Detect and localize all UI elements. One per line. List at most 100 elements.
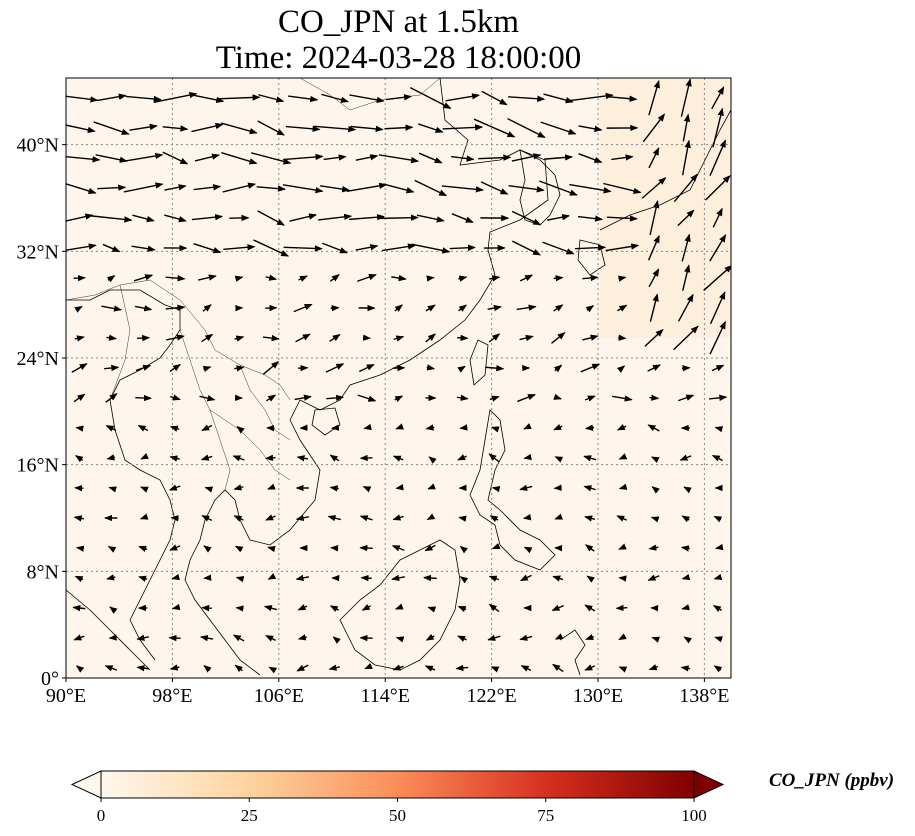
wind-arrow — [395, 423, 404, 430]
wind-arrow — [318, 213, 353, 221]
wind-arrow — [648, 664, 659, 671]
wind-arrow — [137, 424, 149, 432]
wind-arrow — [71, 363, 88, 373]
wind-arrow — [191, 122, 224, 133]
wind-arrow — [198, 274, 217, 281]
wind-arrow — [544, 154, 574, 161]
wind-arrow — [349, 213, 386, 221]
lon-tick-label: 122°E — [466, 685, 516, 707]
wind-arrow — [355, 244, 379, 251]
wind-arrow — [218, 94, 261, 101]
wind-arrow — [416, 214, 445, 223]
wind-arrow — [391, 574, 405, 582]
wind-arrow — [523, 546, 533, 554]
wind-arrow — [257, 120, 285, 136]
wind-arrow — [582, 334, 599, 341]
wind-arrow — [711, 454, 723, 462]
wind-arrow — [618, 575, 627, 582]
wind-arrow — [551, 332, 566, 344]
wind-arrow — [95, 154, 128, 163]
wind-arrow — [488, 453, 500, 463]
wind-arrow — [193, 242, 222, 254]
wind-arrow — [232, 455, 245, 462]
colorbar-tick-label: 100 — [681, 806, 707, 825]
wind-arrow — [519, 274, 534, 282]
wind-arrow — [679, 454, 692, 461]
wind-arrow — [201, 604, 212, 612]
wind-arrow — [289, 213, 317, 222]
wind-arrow — [680, 78, 692, 117]
wind-arrow — [153, 91, 198, 104]
wind-arrow — [106, 574, 116, 581]
wind-arrow — [519, 574, 532, 582]
wind-arrow — [104, 665, 118, 672]
wind-arrow — [554, 633, 564, 640]
wind-arrow — [134, 305, 153, 312]
wind-arrow — [355, 154, 379, 161]
wind-arrow — [682, 113, 691, 142]
wind-arrow — [553, 484, 562, 491]
wind-arrow — [168, 484, 181, 491]
wind-arrow — [547, 214, 571, 221]
wind-arrow — [411, 243, 451, 254]
wind-arrow — [329, 454, 340, 462]
wind-arrow — [445, 93, 481, 102]
wind-arrow — [101, 305, 123, 312]
wind-arrow — [104, 364, 120, 372]
wind-arrow — [489, 515, 499, 523]
wind-arrow — [409, 86, 452, 110]
wind-arrow — [107, 545, 117, 553]
map-gridlines — [66, 78, 731, 678]
wind-arrow — [584, 515, 596, 522]
wind-arrow — [203, 545, 212, 553]
wind-arrow — [584, 544, 595, 552]
wind-arrow — [648, 268, 660, 288]
wind-arrow — [220, 122, 258, 135]
wind-arrow — [66, 95, 99, 103]
colorbar-tick-label: 50 — [389, 806, 406, 825]
colorbar-gradient — [100, 770, 695, 799]
wind-arrow — [681, 573, 691, 581]
wind-arrow — [458, 275, 468, 282]
lon-tick-label: 130°E — [573, 685, 623, 707]
wind-arrow — [385, 94, 412, 101]
wind-arrow — [569, 183, 612, 194]
wind-arrow — [585, 634, 595, 641]
wind-arrow — [66, 156, 101, 163]
wind-arrow — [329, 274, 340, 282]
wind-arrow — [650, 516, 660, 523]
wind-arrow — [262, 334, 280, 342]
wind-arrow — [428, 456, 437, 464]
wind-arrow — [140, 453, 149, 460]
wind-arrow — [423, 574, 437, 582]
wind-arrow — [132, 214, 155, 223]
wind-arrow — [580, 363, 601, 373]
wind-arrow — [683, 636, 692, 644]
wind-arrow — [715, 543, 724, 551]
wind-arrow — [709, 234, 727, 262]
wind-arrow — [584, 395, 596, 402]
wind-arrow — [253, 239, 290, 257]
wind-arrow — [285, 125, 321, 132]
wind-arrow — [265, 394, 277, 402]
wind-arrow — [618, 543, 627, 550]
wind-arrow — [190, 94, 225, 104]
wind-arrow — [489, 275, 501, 282]
wind-arrow — [257, 210, 285, 226]
wind-arrow — [314, 125, 357, 133]
wind-arrow — [97, 184, 127, 191]
wind-arrow — [364, 662, 373, 670]
wind-arrow — [708, 394, 728, 401]
wind-arrow — [488, 575, 500, 582]
wind-arrow — [66, 243, 97, 251]
wind-arrow — [414, 179, 448, 197]
wind-arrow — [357, 274, 377, 282]
wind-arrow — [295, 514, 309, 521]
wind-arrow — [105, 393, 118, 403]
wind-arrow — [391, 274, 407, 282]
wind-arrow — [232, 634, 245, 642]
wind-arrow — [391, 545, 405, 552]
wind-arrow — [418, 152, 443, 164]
wind-arrow — [320, 185, 351, 193]
